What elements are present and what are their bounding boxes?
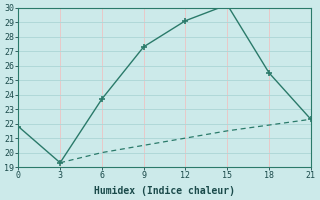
X-axis label: Humidex (Indice chaleur): Humidex (Indice chaleur) [94, 186, 235, 196]
